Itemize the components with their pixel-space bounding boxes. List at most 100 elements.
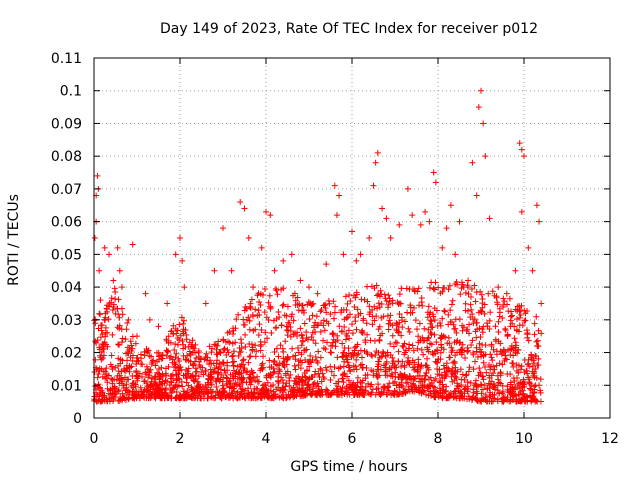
data-point — [109, 331, 116, 338]
data-point — [493, 362, 500, 369]
data-point — [270, 388, 277, 395]
data-point — [182, 326, 189, 333]
data-point — [336, 192, 343, 199]
data-point — [311, 324, 318, 331]
data-point — [420, 351, 427, 358]
data-point — [132, 340, 139, 347]
data-point — [431, 394, 438, 401]
data-point — [507, 351, 514, 358]
data-point — [196, 381, 203, 388]
data-point — [229, 353, 236, 360]
data-point — [238, 345, 245, 352]
data-point — [486, 215, 493, 222]
data-point — [197, 383, 204, 390]
data-point — [213, 346, 220, 353]
data-point — [399, 324, 406, 331]
data-point — [155, 349, 162, 356]
data-point — [97, 311, 104, 318]
data-point — [327, 392, 334, 399]
data-point — [321, 375, 328, 382]
data-point — [399, 342, 406, 349]
data-point — [341, 344, 348, 351]
data-point — [479, 329, 486, 336]
data-point — [254, 373, 261, 380]
data-point — [108, 375, 115, 382]
data-point — [478, 390, 485, 397]
data-point — [297, 365, 304, 372]
data-point — [135, 374, 142, 381]
data-point — [94, 374, 101, 381]
data-point — [98, 397, 105, 404]
data-point — [183, 357, 190, 364]
data-point — [393, 326, 400, 333]
data-point — [396, 291, 403, 298]
data-point — [165, 333, 172, 340]
data-point — [385, 326, 392, 333]
data-point — [246, 340, 253, 347]
data-point — [379, 205, 386, 212]
data-point — [434, 365, 441, 372]
data-point — [468, 306, 475, 313]
data-point — [488, 343, 495, 350]
data-point — [376, 304, 383, 311]
data-point — [207, 366, 214, 373]
data-point — [490, 346, 497, 353]
data-point — [500, 398, 507, 405]
data-point — [469, 159, 476, 166]
data-point — [511, 335, 518, 342]
data-point — [427, 382, 434, 389]
data-point — [533, 202, 540, 209]
data-point — [376, 293, 383, 300]
data-point — [276, 314, 283, 321]
data-point — [386, 317, 393, 324]
data-point — [486, 362, 493, 369]
data-point — [517, 398, 524, 405]
data-point — [430, 313, 437, 320]
data-point — [389, 332, 396, 339]
data-point — [339, 340, 346, 347]
data-point — [461, 386, 468, 393]
data-point — [290, 292, 297, 299]
data-point — [112, 364, 119, 371]
data-point — [428, 341, 435, 348]
data-point — [102, 310, 109, 317]
data-point — [473, 289, 480, 296]
data-point — [209, 388, 216, 395]
data-point — [476, 340, 483, 347]
data-point — [472, 328, 479, 335]
data-point — [458, 382, 465, 389]
data-point — [434, 346, 441, 353]
data-point — [345, 377, 352, 384]
data-point — [470, 349, 477, 356]
data-point — [409, 342, 416, 349]
data-point — [396, 310, 403, 317]
data-point — [504, 371, 511, 378]
data-point — [139, 361, 146, 368]
data-point — [516, 385, 523, 392]
data-point — [362, 339, 369, 346]
data-point — [178, 395, 185, 402]
data-point — [509, 360, 516, 367]
data-point — [333, 212, 340, 219]
data-point — [246, 326, 253, 333]
data-point — [486, 372, 493, 379]
data-point — [405, 325, 412, 332]
data-point — [197, 395, 204, 402]
data-point — [424, 364, 431, 371]
data-point — [441, 307, 448, 314]
data-point — [530, 372, 537, 379]
data-point — [171, 346, 178, 353]
data-point — [115, 355, 122, 362]
data-point — [477, 369, 484, 376]
data-point — [280, 301, 287, 308]
data-point — [461, 376, 468, 383]
data-point — [396, 391, 403, 397]
data-point — [143, 379, 150, 386]
data-point — [521, 381, 528, 388]
data-point — [261, 339, 268, 346]
data-point — [374, 305, 381, 312]
data-point — [512, 339, 519, 346]
data-point — [481, 310, 488, 317]
data-point — [283, 327, 290, 334]
